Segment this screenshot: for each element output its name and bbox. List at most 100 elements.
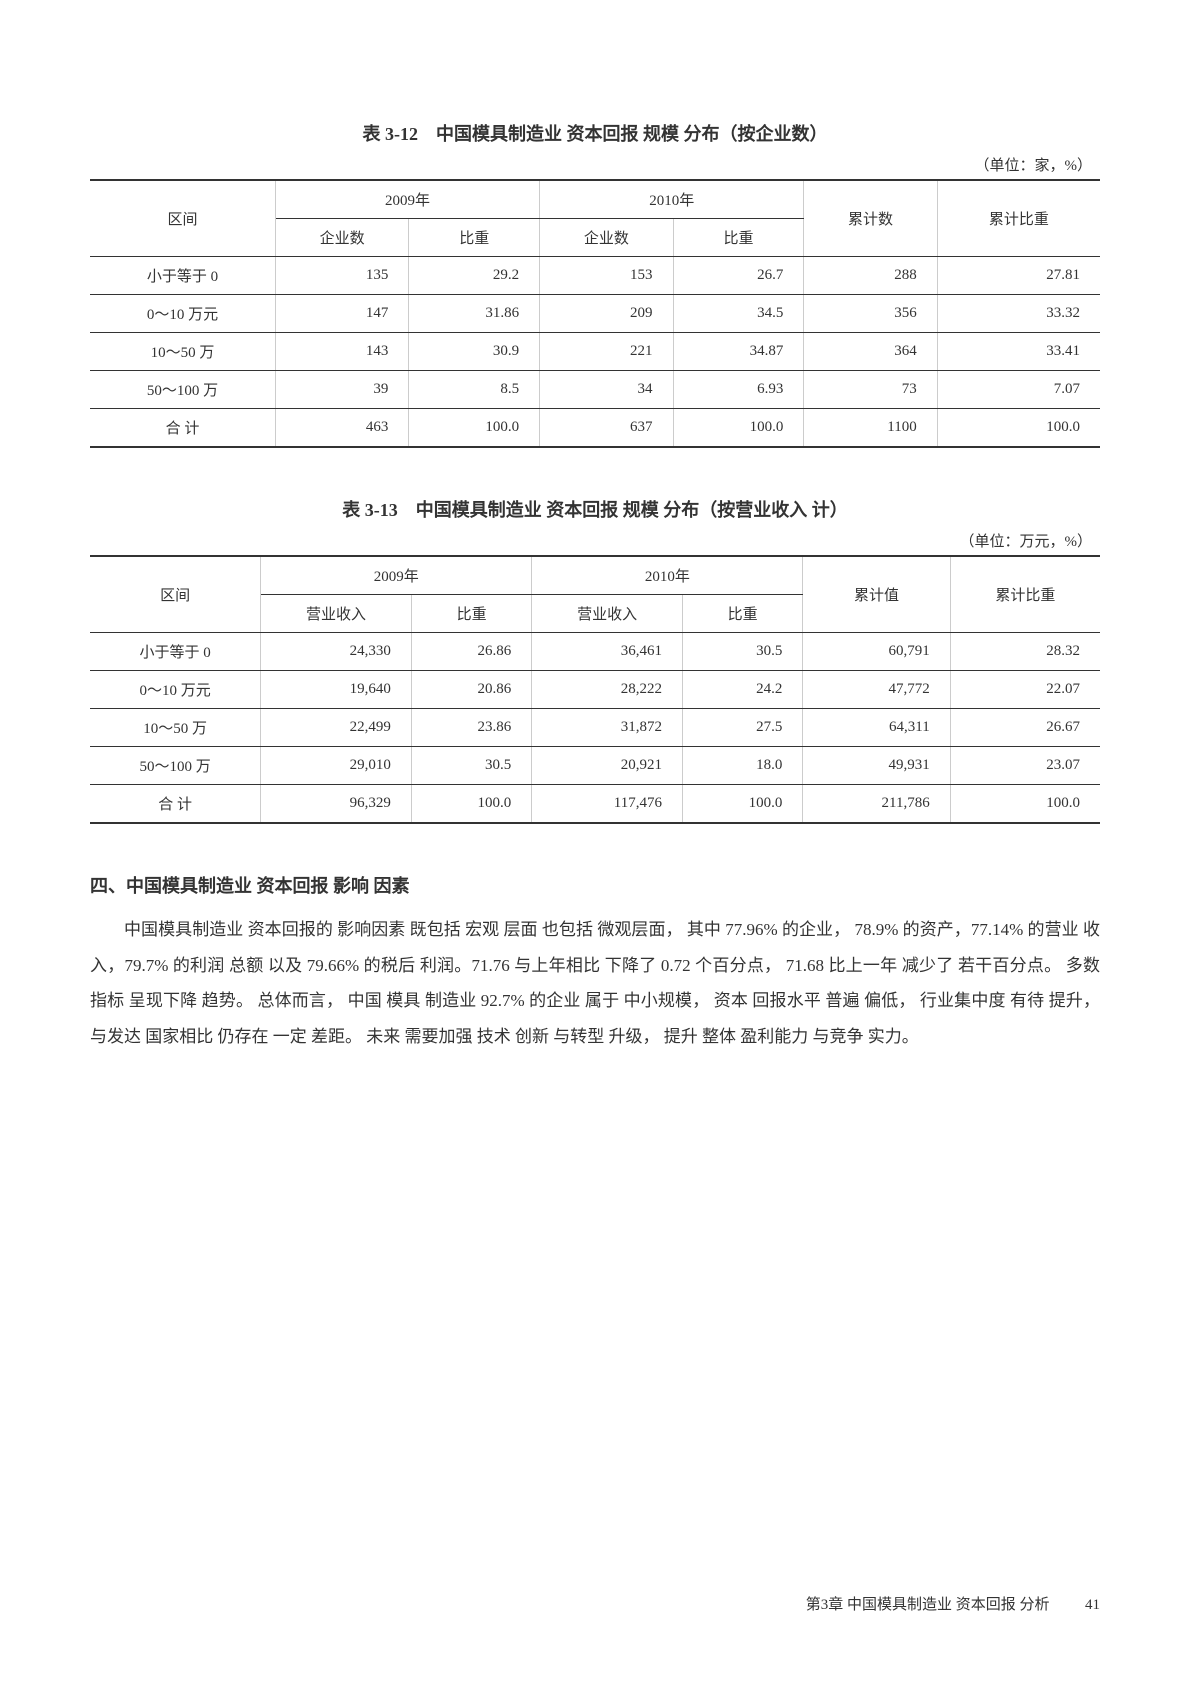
cell: 8.5 [409,371,540,409]
cell: 34.87 [673,333,804,371]
table1-rowhead: 区间 [90,180,275,257]
table2-sh-2: 营业收入 [532,595,683,633]
cell: 27.81 [937,257,1100,295]
cell: 100.0 [682,785,802,824]
table-row: 小于等于 024,33026.8636,46130.560,79128.32 [90,633,1100,671]
table-row: 0～10 万元19,64020.8628,22224.247,77222.07 [90,671,1100,709]
cell: 60,791 [803,633,950,671]
cell: 34 [540,371,673,409]
cell: 30.5 [682,633,802,671]
table1-sh-1: 比重 [409,219,540,257]
row-label: 合 计 [90,785,261,824]
cell: 356 [804,295,937,333]
cell: 28,222 [532,671,683,709]
footer-page: 41 [1085,1597,1100,1613]
cell: 153 [540,257,673,295]
table1-sh-2: 企业数 [540,219,673,257]
table2-sh-1: 比重 [411,595,531,633]
table1-th-trail-1: 累计比重 [937,180,1100,257]
cell: 463 [275,409,408,448]
cell: 637 [540,409,673,448]
cell: 100.0 [937,409,1100,448]
table1-body: 小于等于 013529.215326.728827.810～10 万元14731… [90,257,1100,448]
cell: 209 [540,295,673,333]
table1-yh-1: 2010年 [540,180,804,219]
table-row: 小于等于 013529.215326.728827.81 [90,257,1100,295]
table1-sh-0: 企业数 [275,219,408,257]
table1: 区间 2009年 2010年 累计数 累计比重 企业数 比重 企业数 比重 小于… [90,179,1100,448]
table2-yh-1: 2010年 [532,556,803,595]
cell: 26.67 [950,709,1100,747]
table1-yh-0: 2009年 [275,180,539,219]
table-row: 合 计96,329100.0117,476100.0211,786100.0 [90,785,1100,824]
row-label: 0～10 万元 [90,295,275,333]
cell: 20,921 [532,747,683,785]
cell: 29,010 [261,747,412,785]
table2-yh-0: 2009年 [261,556,532,595]
cell: 100.0 [409,409,540,448]
table-row: 0～10 万元14731.8620934.535633.32 [90,295,1100,333]
cell: 73 [804,371,937,409]
footer-chapter: 第3章 中国模具制造业 资本回报 分析 [806,1597,1050,1613]
table-row: 50～100 万29,01030.520,92118.049,93123.07 [90,747,1100,785]
table1-th-trail-0: 累计数 [804,180,937,257]
cell: 26.86 [411,633,531,671]
row-label: 小于等于 0 [90,257,275,295]
cell: 29.2 [409,257,540,295]
cell: 39 [275,371,408,409]
cell: 19,640 [261,671,412,709]
cell: 23.07 [950,747,1100,785]
section-heading: 四、中国模具制造业 资本回报 影响 因素 [90,872,1100,898]
table2-th-trail-0: 累计值 [803,556,950,633]
cell: 20.86 [411,671,531,709]
table-row: 10～50 万22,49923.8631,87227.564,31126.67 [90,709,1100,747]
cell: 211,786 [803,785,950,824]
table-row: 10～50 万14330.922134.8736433.41 [90,333,1100,371]
cell: 31.86 [409,295,540,333]
table1-sh-3: 比重 [673,219,804,257]
table2-rowhead: 区间 [90,556,261,633]
cell: 27.5 [682,709,802,747]
cell: 22,499 [261,709,412,747]
cell: 135 [275,257,408,295]
table2-sh-0: 营业收入 [261,595,412,633]
cell: 47,772 [803,671,950,709]
section-body: 中国模具制造业 资本回报的 影响因素 既包括 宏观 层面 也包括 微观层面， 其… [90,912,1100,1055]
page-footer: 第3章 中国模具制造业 资本回报 分析 41 [806,1593,1100,1614]
table-row: 合 计463100.0637100.01100100.0 [90,409,1100,448]
row-label: 50～100 万 [90,371,275,409]
cell: 117,476 [532,785,683,824]
cell: 288 [804,257,937,295]
cell: 23.86 [411,709,531,747]
cell: 1100 [804,409,937,448]
table2-sh-3: 比重 [682,595,802,633]
cell: 30.5 [411,747,531,785]
table1-unit: （单位：家，%） [90,154,1100,175]
table2-unit: （单位：万元，%） [90,530,1100,551]
cell: 100.0 [950,785,1100,824]
cell: 96,329 [261,785,412,824]
cell: 33.32 [937,295,1100,333]
table2-th-trail-1: 累计比重 [950,556,1100,633]
row-label: 50～100 万 [90,747,261,785]
cell: 6.93 [673,371,804,409]
row-label: 合 计 [90,409,275,448]
row-label: 小于等于 0 [90,633,261,671]
cell: 24.2 [682,671,802,709]
cell: 18.0 [682,747,802,785]
cell: 221 [540,333,673,371]
cell: 100.0 [673,409,804,448]
cell: 26.7 [673,257,804,295]
table1-title: 表 3-12 中国模具制造业 资本回报 规模 分布（按企业数） [90,120,1100,146]
cell: 22.07 [950,671,1100,709]
cell: 100.0 [411,785,531,824]
cell: 28.32 [950,633,1100,671]
cell: 34.5 [673,295,804,333]
cell: 364 [804,333,937,371]
row-label: 10～50 万 [90,333,275,371]
cell: 7.07 [937,371,1100,409]
cell: 147 [275,295,408,333]
cell: 49,931 [803,747,950,785]
row-label: 10～50 万 [90,709,261,747]
row-label: 0～10 万元 [90,671,261,709]
